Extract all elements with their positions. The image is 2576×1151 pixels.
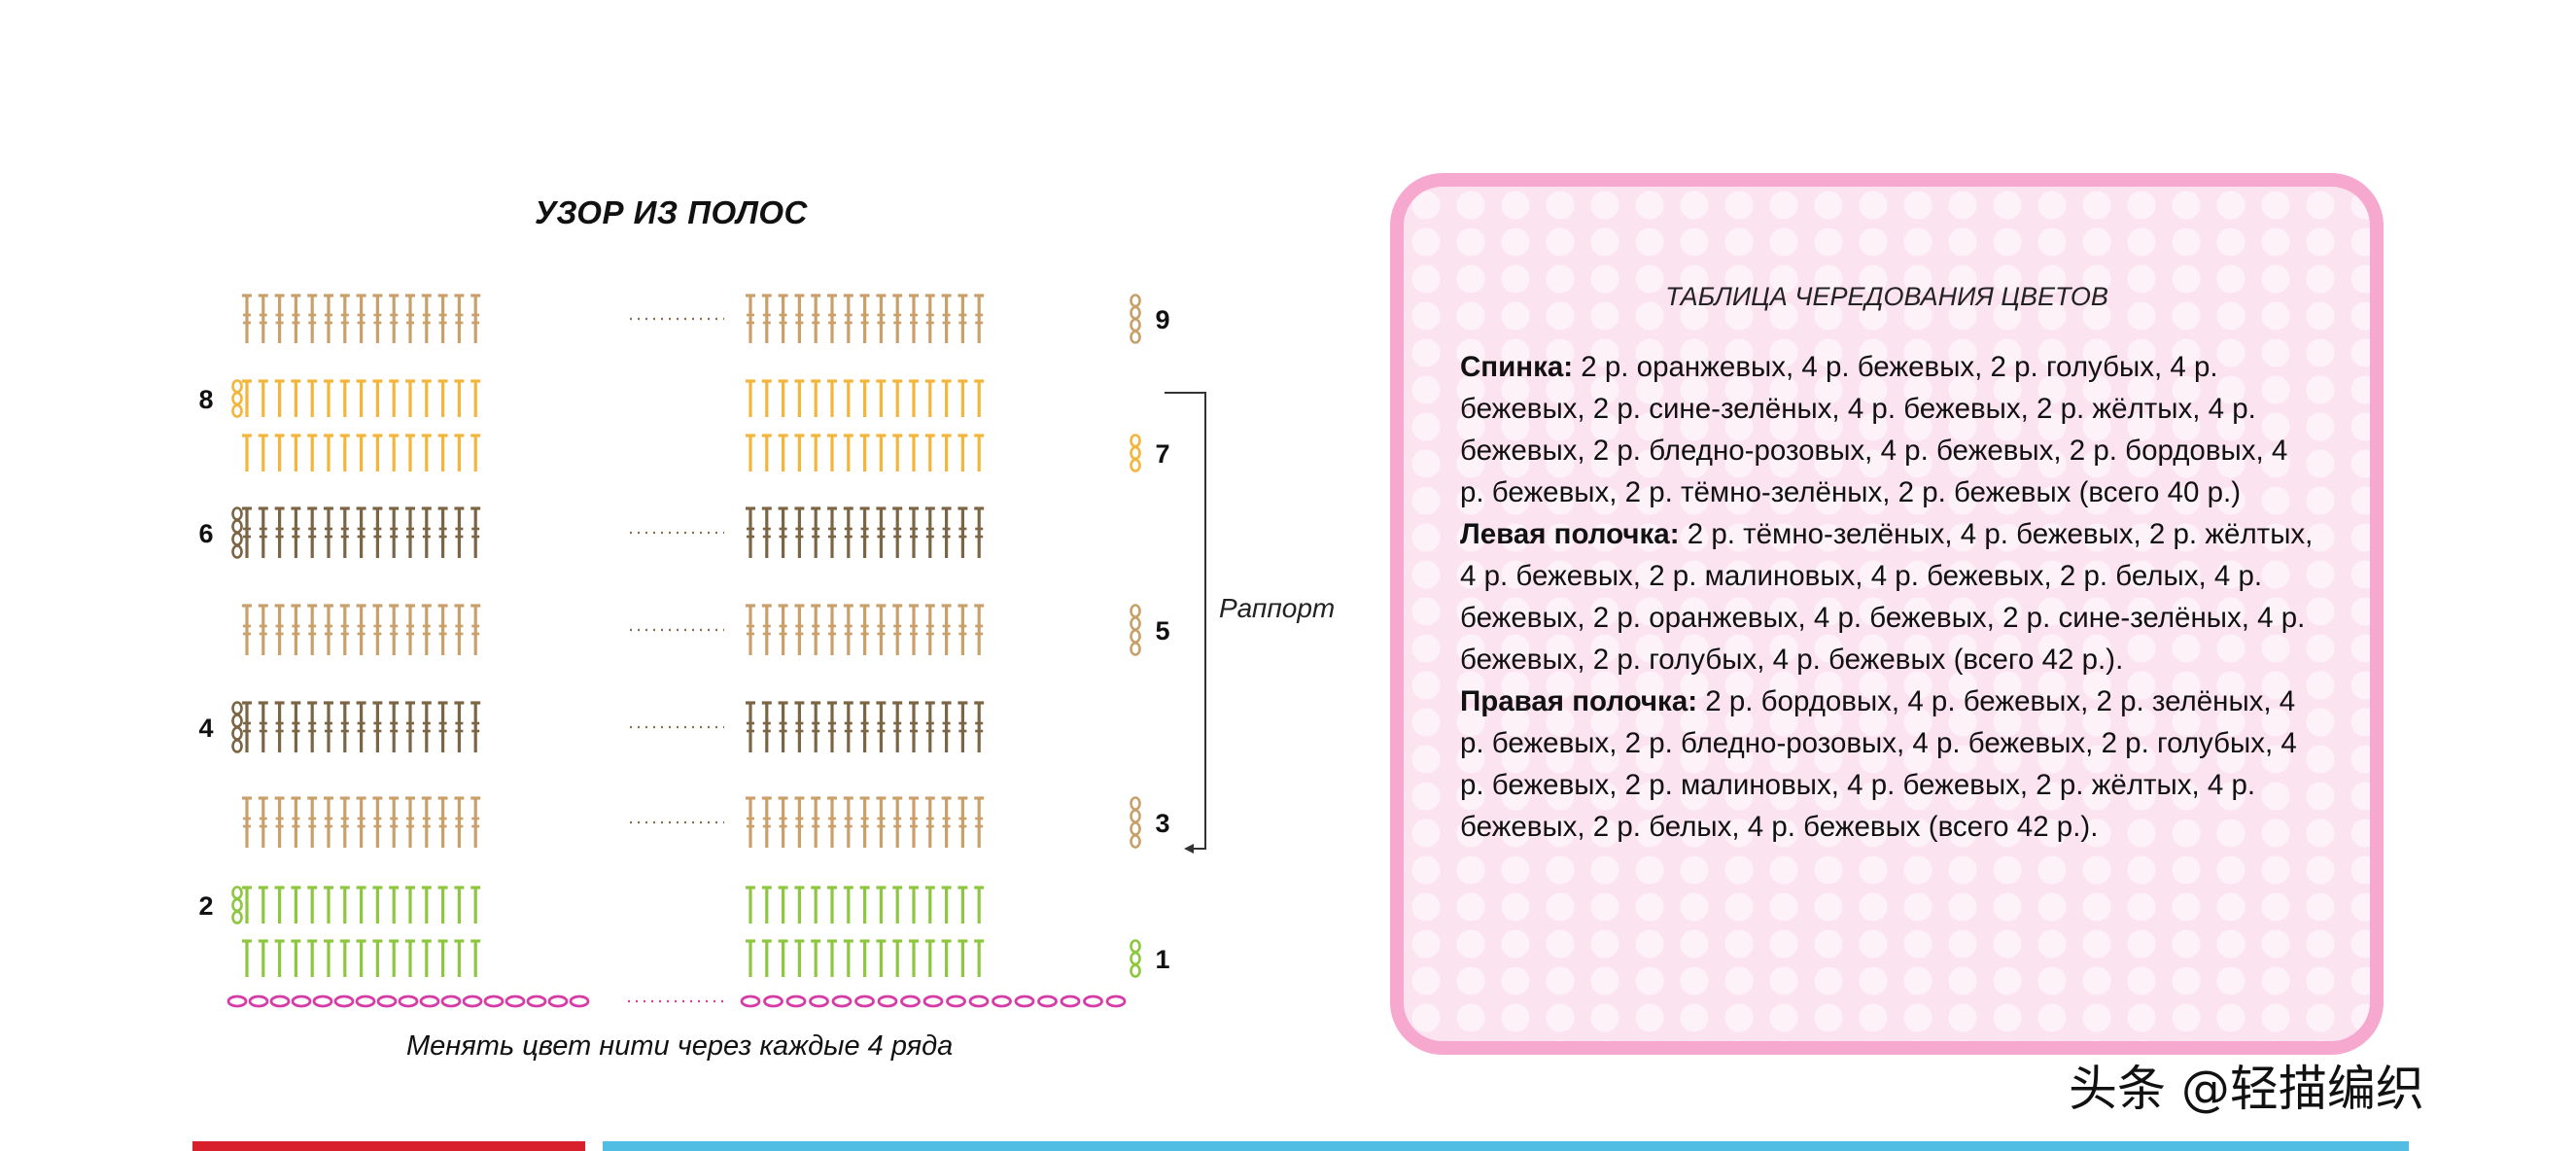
turning-chain-r3 <box>1130 821 1141 836</box>
section-back-label: Спинка: <box>1460 351 1574 383</box>
row-number-3: 3 <box>1155 809 1169 838</box>
turning-chain-r6 <box>231 519 243 534</box>
turning-chain-r3 <box>1130 796 1141 811</box>
row-number-8: 8 <box>198 385 213 414</box>
turning-chain-r2 <box>231 897 243 913</box>
color-table-text: Спинка: 2 р. оранжевых, 4 р. бежевых, 2 … <box>1460 346 2315 848</box>
section-left-front-text: 2 р. тёмно-зелёных, 4 р. бежевых, 2 р. ж… <box>1460 518 2314 676</box>
foundation-chain-right-1 <box>763 994 783 1008</box>
row-number-4: 4 <box>198 714 213 743</box>
color-sequence-panel: ТАБЛИЦА ЧЕРЕДОВАНИЯ ЦВЕТОВ Спинка: 2 р. … <box>1390 173 2384 1055</box>
foundation-chain-right-3 <box>809 994 829 1008</box>
foundation-chain-right-15 <box>1083 994 1103 1008</box>
turning-chain-r9 <box>1130 330 1141 344</box>
turning-chain-r3 <box>1130 834 1141 849</box>
turning-chain-r8 <box>231 403 243 418</box>
turning-chain-r9 <box>1130 305 1141 320</box>
crochet-stitch-diagram: 9 8 7 6 5 4 3 2 1 Раппорт <box>198 294 1335 1008</box>
foundation-chain-left-5 <box>333 994 355 1008</box>
repeat-label: Раппорт <box>1219 593 1335 623</box>
turning-chain-r4 <box>231 739 243 753</box>
foundation-chain-right-10 <box>968 994 990 1008</box>
foundation-chain-right-5 <box>854 994 875 1008</box>
turning-chain-r8 <box>231 391 243 406</box>
turning-chain-r8 <box>231 379 243 394</box>
turning-chain-r2 <box>231 886 243 900</box>
turning-chain-r6 <box>231 532 243 546</box>
turning-chain-r1 <box>1130 939 1141 954</box>
color-table-title: ТАБЛИЦА ЧЕРЕДОВАНИЯ ЦВЕТОВ <box>1665 282 2108 311</box>
turning-chain-r5 <box>1130 604 1141 618</box>
turning-chain-r2 <box>231 910 243 924</box>
foundation-chain-right-11 <box>992 994 1012 1008</box>
foundation-chain-left-0 <box>226 994 248 1008</box>
repeat-bracket-arrow <box>1184 844 1194 854</box>
section-right-front-text: 2 р. бордовых, 4 р. бежевых, 2 р. зелёны… <box>1460 685 2297 843</box>
foundation-chain-right-8 <box>922 994 944 1008</box>
foundation-chain-right-13 <box>1037 994 1058 1008</box>
row-number-7: 7 <box>1155 439 1169 469</box>
turning-chain-r4 <box>231 701 243 715</box>
foundation-chain-left-8 <box>398 994 419 1008</box>
row-number-9: 9 <box>1155 305 1169 334</box>
row-number-1: 1 <box>1155 945 1169 974</box>
foundation-chain-left-14 <box>526 994 547 1008</box>
foundation-chain-left-4 <box>312 994 333 1008</box>
watermark-text: 头条 @轻描编织 <box>2069 1061 2424 1117</box>
foundation-chain-left-16 <box>569 994 590 1008</box>
section-left-front: Левая полочка: 2 р. тёмно-зелёных, 4 р. … <box>1460 513 2315 680</box>
turning-chain-r3 <box>1130 809 1141 823</box>
row-number-2: 2 <box>198 891 213 921</box>
section-right-front: Правая полочка: 2 р. бордовых, 4 р. беже… <box>1460 680 2315 848</box>
section-right-front-label: Правая полочка: <box>1460 685 1698 717</box>
section-back-text: 2 р. оранжевых, 4 р. бежевых, 2 р. голуб… <box>1460 351 2288 508</box>
pattern-title: УЗОР ИЗ ПОЛОС <box>535 194 808 230</box>
row-number-6: 6 <box>198 519 213 548</box>
foundation-chain-left-13 <box>505 994 526 1008</box>
foundation-chain-right-0 <box>740 994 761 1008</box>
repeat-bracket <box>1165 392 1206 850</box>
foundation-chain-right-7 <box>900 994 921 1008</box>
foundation-chain-left-6 <box>355 994 376 1008</box>
foundation-chain-right-12 <box>1014 994 1035 1008</box>
foundation-chain-right-9 <box>946 994 966 1008</box>
foundation-chain-left-7 <box>376 994 398 1008</box>
turning-chain-r7 <box>1130 458 1141 472</box>
turning-chain-r4 <box>231 726 243 741</box>
turning-chain-r5 <box>1130 629 1141 644</box>
turning-chain-r7 <box>1130 434 1141 448</box>
foundation-chain-left-3 <box>291 994 312 1008</box>
foundation-chain-left-12 <box>483 994 505 1008</box>
foundation-chain-right-14 <box>1060 994 1081 1008</box>
turning-chain-r1 <box>1130 963 1141 978</box>
foundation-chain-right-6 <box>877 994 898 1008</box>
footer-bar-red <box>192 1141 585 1151</box>
foundation-chain-left-2 <box>269 994 291 1008</box>
turning-chain-r5 <box>1130 642 1141 656</box>
turning-chain-r6 <box>231 506 243 521</box>
turning-chain-r5 <box>1130 616 1141 631</box>
foundation-chain-right-2 <box>785 994 807 1008</box>
row-number-5: 5 <box>1155 616 1169 645</box>
foundation-chain-left-10 <box>440 994 462 1008</box>
footer-bar-blue <box>603 1141 2409 1151</box>
pattern-caption: Менять цвет нити через каждые 4 ряда <box>406 1030 954 1062</box>
foundation-chain-left-15 <box>547 994 569 1008</box>
foundation-chain-left-11 <box>462 994 483 1008</box>
section-back: Спинка: 2 р. оранжевых, 4 р. бежевых, 2 … <box>1460 346 2315 513</box>
section-left-front-label: Левая полочка: <box>1460 518 1680 550</box>
foundation-chain-right-4 <box>831 994 853 1008</box>
turning-chain-r9 <box>1130 294 1141 308</box>
turning-chain-r6 <box>231 544 243 559</box>
turning-chain-r9 <box>1130 318 1141 332</box>
turning-chain-r1 <box>1130 951 1141 966</box>
foundation-chain-right-16 <box>1105 994 1127 1008</box>
turning-chain-r7 <box>1130 445 1141 461</box>
turning-chain-r4 <box>231 714 243 728</box>
foundation-chain-left-1 <box>248 994 269 1008</box>
foundation-chain-left-9 <box>419 994 440 1008</box>
